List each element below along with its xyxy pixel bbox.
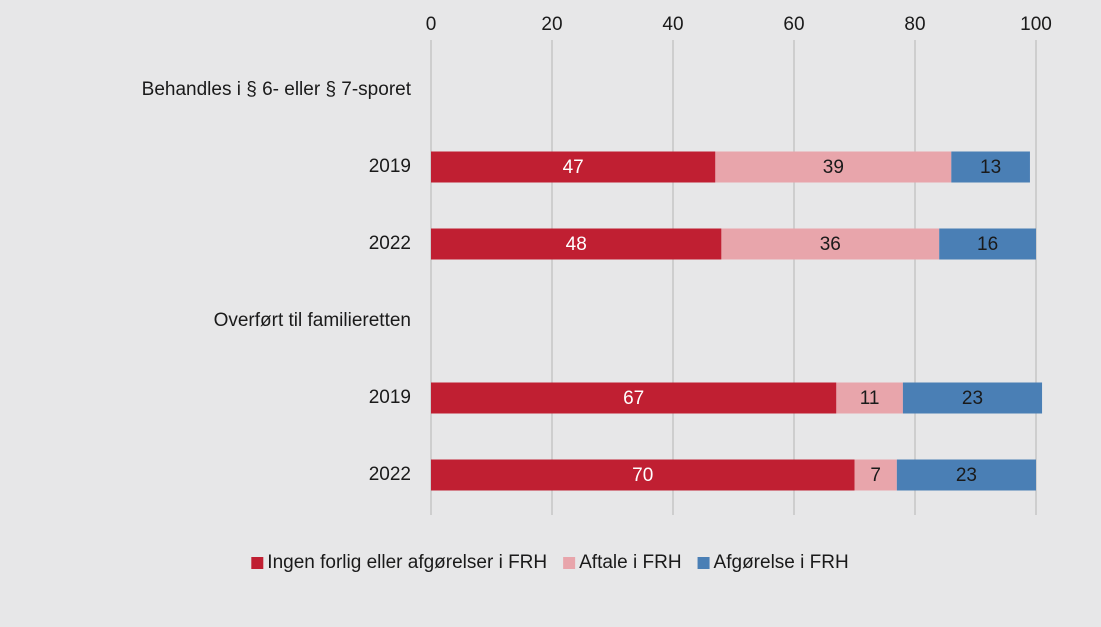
bar-segment	[902, 382, 1043, 414]
x-tick-label: 0	[426, 14, 437, 35]
legend-swatch	[563, 557, 576, 569]
bar-segment	[431, 151, 716, 183]
x-tick-label: 100	[1020, 14, 1052, 35]
legend-swatch	[251, 557, 264, 569]
data-label: 23	[962, 388, 983, 409]
legend-swatch	[697, 557, 710, 569]
data-label: 13	[980, 157, 1001, 178]
bar-segment	[721, 228, 940, 260]
data-label: 7	[870, 465, 881, 486]
legend-label: Afgørelse i FRH	[714, 552, 849, 573]
bar-segment	[939, 228, 1036, 260]
data-label: 16	[977, 234, 998, 255]
y-tick-label: 2019	[369, 156, 411, 177]
y-tick-label: 2019	[369, 387, 411, 408]
x-tick-label: 40	[662, 14, 683, 35]
y-tick-label: Behandles i § 6- eller § 7-sporet	[142, 79, 412, 100]
y-tick-label: 2022	[369, 464, 411, 485]
data-label: 11	[860, 388, 880, 409]
bar-segment	[951, 151, 1030, 183]
data-label: 67	[623, 388, 644, 409]
bar-segment	[854, 459, 897, 491]
legend-label: Ingen forlig eller afgørelser i FRH	[267, 552, 547, 573]
data-label: 48	[566, 234, 587, 255]
bar-segment	[836, 382, 903, 414]
data-label: 47	[563, 157, 584, 178]
y-tick-label: 2022	[369, 233, 411, 254]
x-tick-label: 20	[541, 14, 562, 35]
bar-segment	[896, 459, 1036, 491]
bar-segment	[715, 151, 952, 183]
data-label: 23	[956, 465, 977, 486]
y-tick-label: Overført til familieretten	[214, 310, 411, 331]
bar-segment	[431, 459, 855, 491]
bar-segment	[431, 228, 722, 260]
bar-segment	[431, 382, 837, 414]
data-label: 36	[820, 234, 841, 255]
data-label: 39	[823, 157, 844, 178]
x-tick-label: 80	[904, 14, 925, 35]
x-tick-label: 60	[783, 14, 804, 35]
data-label: 70	[632, 465, 653, 486]
legend-label: Aftale i FRH	[579, 552, 681, 573]
